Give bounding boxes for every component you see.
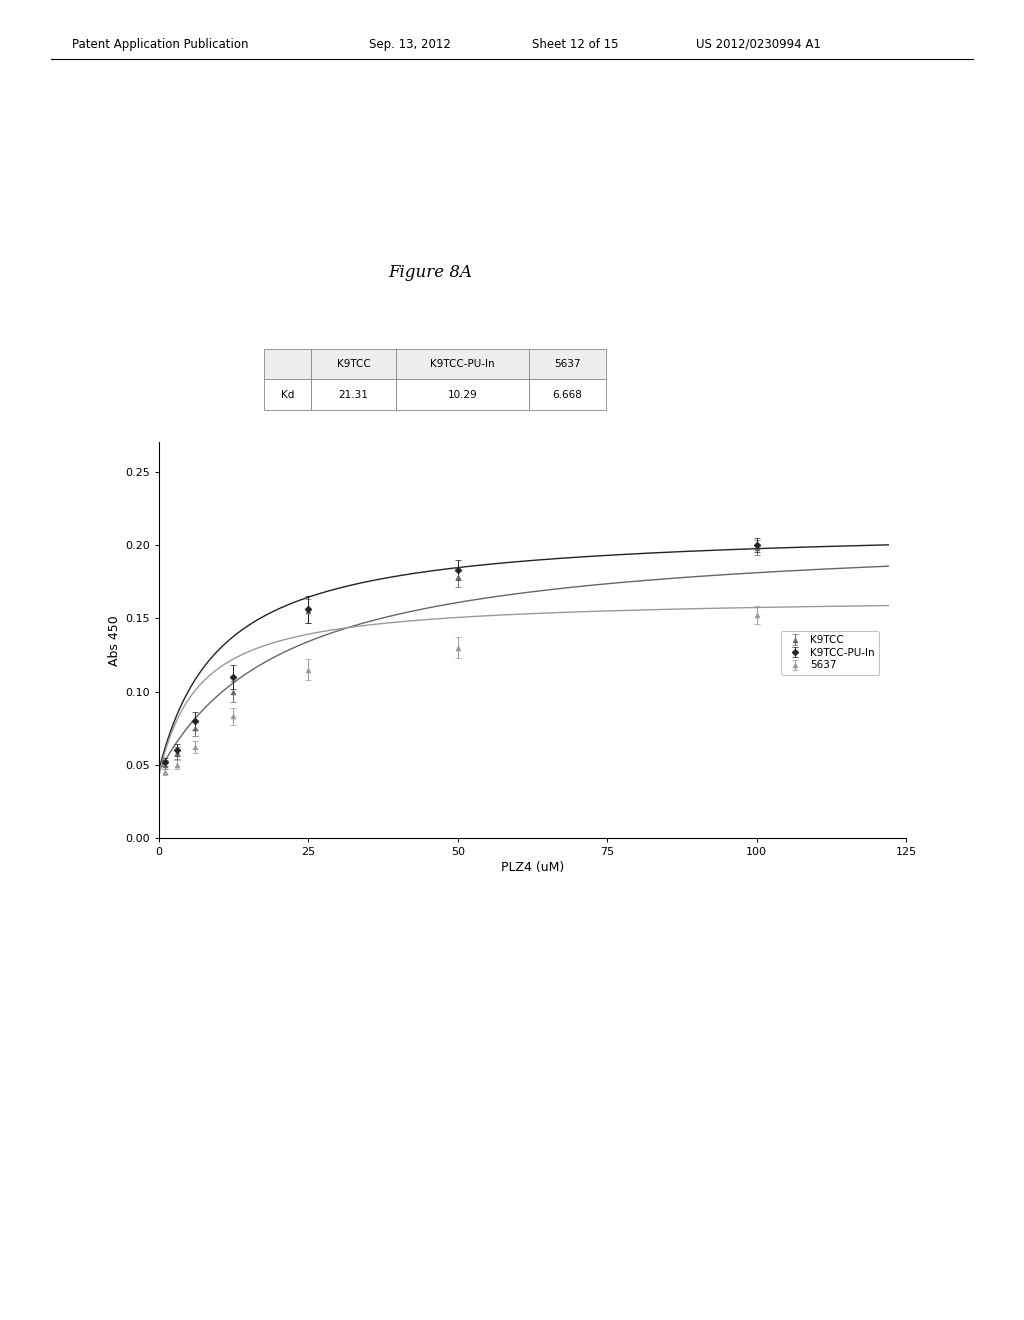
Text: Sheet 12 of 15: Sheet 12 of 15: [532, 37, 618, 50]
X-axis label: PLZ4 (uM): PLZ4 (uM): [501, 862, 564, 874]
Text: Patent Application Publication: Patent Application Publication: [72, 37, 248, 50]
Text: US 2012/0230994 A1: US 2012/0230994 A1: [696, 37, 821, 50]
Y-axis label: Abs 450: Abs 450: [108, 615, 121, 665]
Legend: K9TCC, K9TCC-PU-In, 5637: K9TCC, K9TCC-PU-In, 5637: [780, 631, 879, 675]
Text: Sep. 13, 2012: Sep. 13, 2012: [369, 37, 451, 50]
Text: Figure 8A: Figure 8A: [388, 264, 472, 281]
